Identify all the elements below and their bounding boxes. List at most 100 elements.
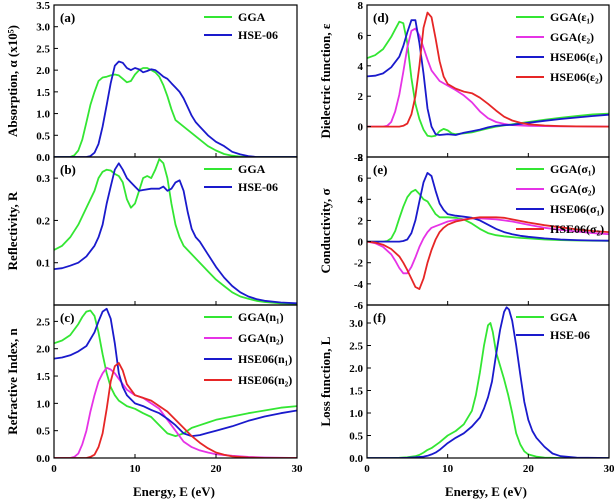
y-tick-label: 1.5 [36, 371, 50, 383]
series-line-c-1 [54, 366, 297, 458]
y-tick-label: 1.0 [349, 408, 363, 420]
right-x-axis-label: Energy, E (eV) [445, 484, 527, 499]
y-tick-label: 2 [358, 91, 364, 103]
series-line-e-2 [367, 172, 609, 243]
y-tick-label: 0.1 [36, 258, 50, 270]
panel-tag-b: (b) [60, 162, 76, 177]
panel-c: 0.0 0.5 1.0 1.5 2.0 2.5 0 10 20 30 (c) Refractive I… [5, 304, 304, 475]
y-tick-label: 3.0 [36, 22, 50, 34]
panel-tag-d: (d) [373, 10, 389, 25]
y-tick-label: 0.0 [36, 453, 50, 465]
legend-label: GGA(σ₁) [550, 162, 595, 176]
y-axis-label-d: Dielectric function, ε [318, 23, 333, 138]
series-line-a-1 [54, 60, 297, 157]
panel-e: -6 -4 -2 0 2 4 6 8 (e) Conductivity, σ GGA(σ₁) GGA(… [318, 152, 610, 312]
y-tick-label: 8 [358, 0, 364, 12]
y-tick-label: 6 [358, 30, 364, 42]
y-tick-label: 4 [358, 194, 364, 206]
panel-tag-f: (f) [373, 310, 386, 325]
legend-label: GGA(ε₂) [550, 30, 594, 44]
y-tick-label: 1.0 [36, 398, 50, 410]
series-line-d-1 [367, 27, 609, 128]
y-tick-label: 2.0 [349, 363, 363, 375]
y-tick-label: 0.2 [36, 215, 50, 227]
y-tick-label: 0.0 [36, 152, 50, 164]
legend-label: HSE06(ε₁) [550, 50, 603, 64]
y-axis-label-e: Conductivity, σ [318, 188, 333, 273]
y-tick-label: 2.0 [36, 344, 50, 356]
y-tick-label: 0 [358, 122, 364, 134]
series-line-e-0 [367, 188, 609, 243]
x-tick-label: 0 [364, 463, 370, 475]
y-axis-label-a: Absorption, α (x10⁵) [5, 25, 20, 137]
series-line-c-3 [54, 362, 297, 458]
y-tick-label: 2 [358, 215, 364, 227]
y-tick-label: 0.0 [349, 453, 363, 465]
y-tick-label: 2.0 [36, 65, 50, 77]
y-tick-label: 0.5 [36, 426, 50, 438]
y-tick-label: -6 [354, 300, 364, 312]
series-line-b-0 [54, 158, 297, 305]
x-tick-label: 20 [523, 463, 535, 475]
y-tick-label: 1.5 [349, 386, 363, 398]
series-line-c-2 [54, 307, 297, 437]
series-line-c-0 [54, 309, 297, 437]
series-line-f-1 [367, 306, 609, 458]
legend-label: GGA(ε₁) [550, 10, 594, 24]
legend-label: HSE06(σ₁) [550, 202, 604, 216]
x-tick-label: 10 [130, 463, 142, 475]
x-tick-label: 20 [211, 463, 223, 475]
y-tick-label: 8 [358, 152, 364, 164]
x-tick-label: 30 [604, 463, 614, 475]
y-axis-label-f: Loss function, L [318, 336, 333, 426]
legend-label: GGA [238, 162, 266, 176]
axes-frame [366, 304, 610, 459]
panel-a: 0.0 0.5 1.0 1.5 2.0 2.5 3.0 3.5 (a) Absorption, α… [5, 0, 298, 164]
y-tick-label: 1.5 [36, 87, 50, 99]
legend-label: GGA(n₂) [238, 331, 284, 345]
panel-d: -2 0 2 4 6 8 (d) Dielectric function, ε GGA(ε₁) G… [318, 0, 610, 164]
legend-label: HSE06(ε₂) [550, 70, 603, 84]
y-tick-label: 0 [358, 237, 364, 249]
legend-label: HSE06(n₂) [238, 373, 292, 387]
series-line-d-2 [367, 19, 609, 136]
y-axis-label-b: Reflectivity, R [5, 191, 20, 270]
series-line-e-3 [367, 216, 609, 290]
panel-b: 0.1 0.2 0.3 (b) Reflectivity, R GGA HSE-06 [5, 156, 298, 306]
left-x-axis-label: Energy, E (eV) [133, 484, 215, 499]
x-tick-label: 0 [51, 463, 57, 475]
y-tick-label: -4 [354, 279, 364, 291]
panel-tag-a: (a) [60, 10, 75, 25]
axes-frame [53, 304, 298, 459]
y-tick-label: -2 [354, 258, 364, 270]
y-tick-label: 0.5 [36, 130, 50, 142]
legend-label: HSE06(σ₂) [550, 222, 604, 236]
y-tick-label: 3.0 [349, 318, 363, 330]
legend-label: GGA(n₁) [238, 310, 284, 324]
y-tick-label: 1.0 [36, 109, 50, 121]
legend-label: GGA(σ₂) [550, 182, 595, 196]
series-line-f-0 [367, 322, 609, 458]
y-tick-label: 3.5 [36, 0, 50, 12]
y-tick-label: 2.5 [36, 316, 50, 328]
series-line-e-1 [367, 217, 609, 275]
y-tick-label: 0.3 [36, 173, 50, 185]
y-axis-label-c: Refractive Index, n [5, 327, 20, 434]
series-line-a-0 [54, 67, 297, 157]
series-line-b-1 [54, 162, 297, 305]
x-tick-label: 30 [292, 463, 304, 475]
legend-label: HSE-06 [238, 28, 278, 42]
y-tick-label: 0.5 [349, 431, 363, 443]
legend-label: GGA [550, 310, 578, 324]
panel-f: 0.0 0.5 1.0 1.5 2.0 2.5 3.0 0 10 20 30 (f) Loss func… [318, 304, 614, 475]
legend-label: HSE06(n₁) [238, 352, 292, 366]
panel-tag-c: (c) [60, 310, 74, 325]
legend-label: GGA [238, 10, 266, 24]
y-tick-label: -2 [354, 152, 364, 164]
y-tick-label: 6 [358, 173, 364, 185]
y-tick-label: 2.5 [36, 43, 50, 55]
y-tick-label: 4 [358, 61, 364, 73]
y-tick-label: 2.5 [349, 341, 363, 353]
series-line-d-3 [367, 11, 609, 128]
